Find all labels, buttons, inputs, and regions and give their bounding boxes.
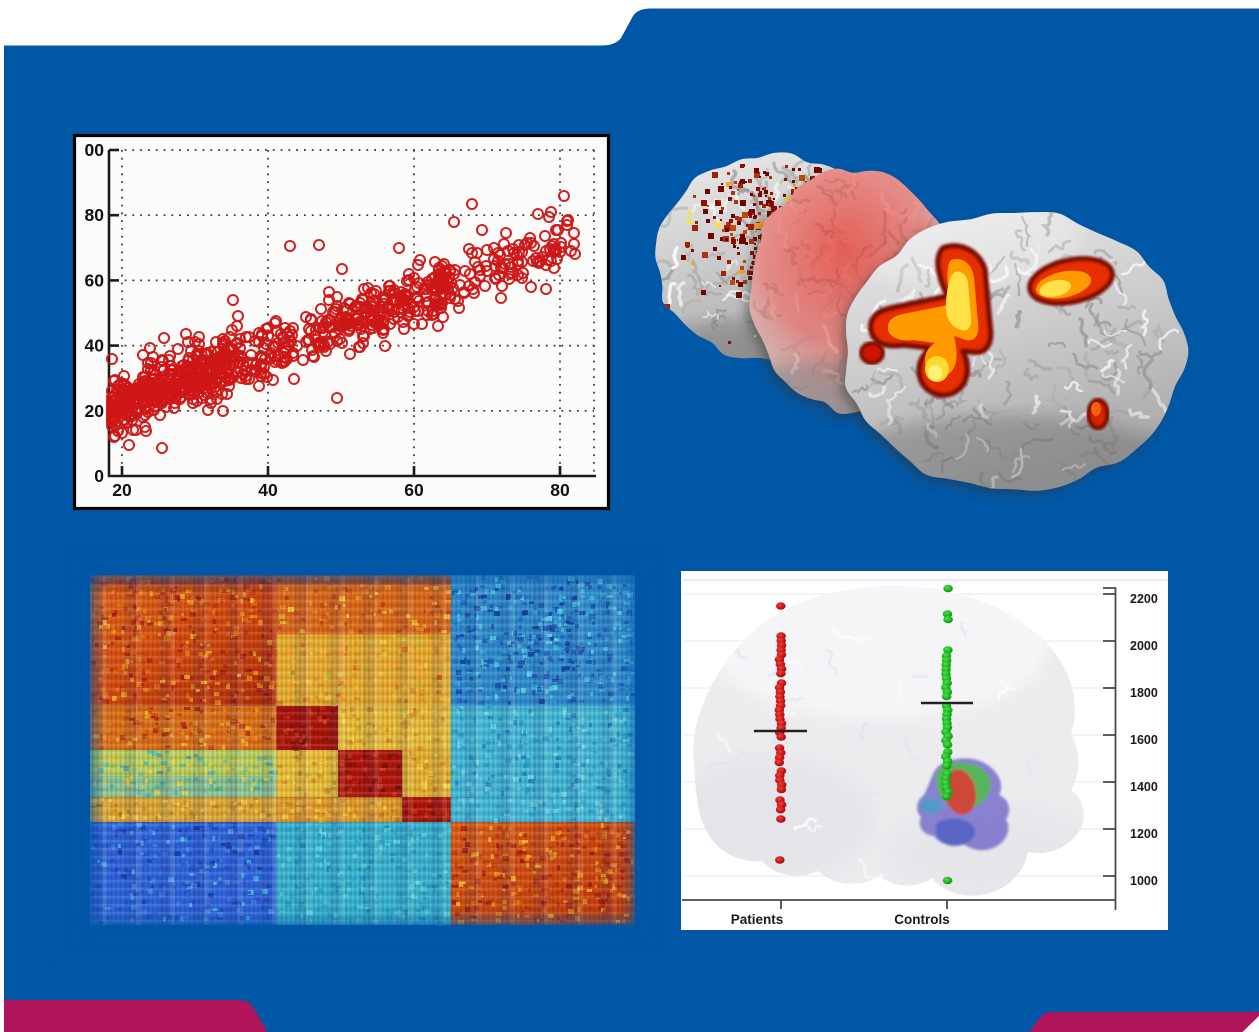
svg-text:20: 20 (85, 401, 105, 421)
svg-text:1800: 1800 (1130, 686, 1158, 700)
svg-text:1000: 1000 (1130, 874, 1158, 888)
svg-text:1400: 1400 (1130, 780, 1158, 794)
svg-text:80: 80 (85, 205, 105, 225)
svg-text:1600: 1600 (1130, 733, 1158, 747)
svg-text:60: 60 (85, 270, 105, 290)
svg-text:2000: 2000 (1130, 639, 1158, 653)
svg-text:80: 80 (550, 480, 570, 500)
svg-text:1200: 1200 (1130, 827, 1158, 841)
svg-text:0: 0 (94, 466, 104, 486)
svg-text:2200: 2200 (1130, 592, 1158, 606)
svg-text:60: 60 (404, 480, 424, 500)
svg-text:40: 40 (85, 336, 105, 356)
svg-text:Controls: Controls (894, 912, 950, 927)
svg-text:40: 40 (258, 480, 278, 500)
svg-text:00: 00 (85, 140, 105, 160)
svg-text:Patients: Patients (731, 912, 784, 927)
svg-text:20: 20 (112, 480, 132, 500)
